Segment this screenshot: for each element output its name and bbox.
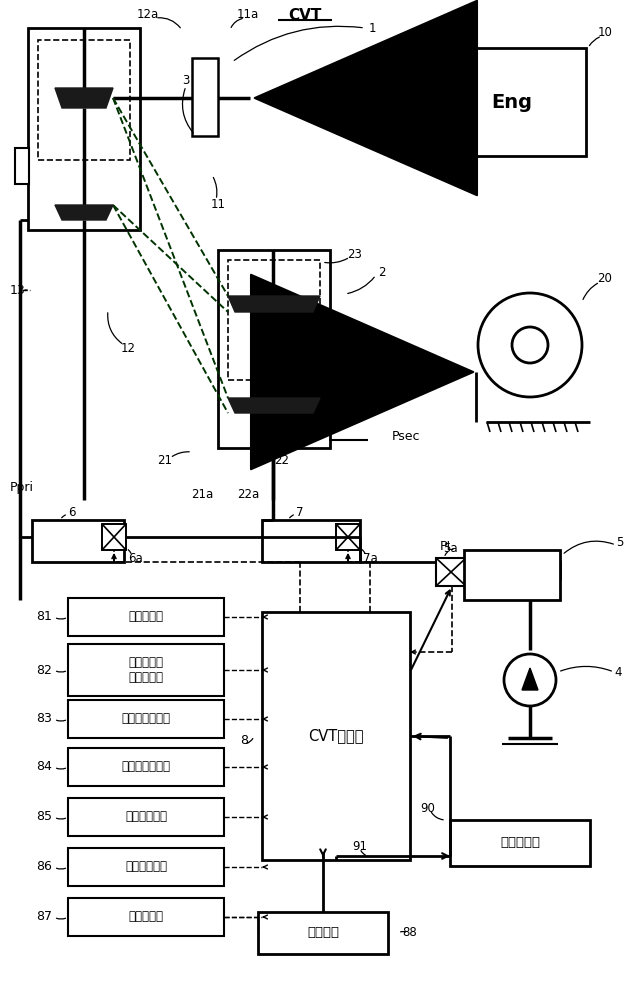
Text: 6: 6: [68, 506, 76, 518]
Bar: [32, 520, 124, 562]
Bar: [68, 598, 224, 636]
Text: 次级转速传感器: 次级转速传感器: [121, 760, 171, 774]
Bar: [228, 260, 320, 380]
Circle shape: [504, 654, 556, 706]
Polygon shape: [228, 398, 320, 413]
Bar: [328, 340, 342, 376]
Text: 21a: 21a: [191, 488, 213, 500]
Text: 初级压传感器: 初级压传感器: [125, 810, 167, 824]
Text: 11: 11: [211, 198, 225, 212]
Text: 车载控制器: 车载控制器: [500, 836, 540, 850]
Text: 12: 12: [121, 342, 135, 355]
Text: 4: 4: [614, 666, 621, 678]
Text: 次级压传感器: 次级压传感器: [125, 860, 167, 874]
Text: 86: 86: [36, 860, 52, 874]
Text: 88: 88: [403, 926, 417, 940]
Text: Psec: Psec: [392, 430, 421, 442]
Bar: [38, 40, 130, 160]
Text: 8: 8: [240, 734, 248, 748]
Bar: [68, 748, 224, 786]
Bar: [258, 912, 388, 954]
Text: 91: 91: [352, 840, 367, 852]
Text: CVT: CVT: [288, 7, 322, 22]
Text: 油温传感器: 油温传感器: [128, 910, 164, 924]
Text: 12a: 12a: [137, 7, 159, 20]
Polygon shape: [522, 668, 538, 690]
Text: 5: 5: [616, 536, 623, 548]
Bar: [28, 28, 140, 230]
Bar: [262, 612, 410, 860]
Text: 2: 2: [378, 265, 386, 278]
Text: 5a: 5a: [443, 542, 457, 554]
Bar: [68, 848, 224, 886]
Bar: [102, 524, 126, 550]
Bar: [336, 524, 360, 550]
Text: 22a: 22a: [237, 488, 259, 500]
Text: 7: 7: [296, 506, 304, 518]
Circle shape: [478, 293, 582, 397]
Bar: [262, 520, 360, 562]
Bar: [15, 148, 29, 184]
Text: 84: 84: [36, 760, 52, 774]
Circle shape: [512, 327, 548, 363]
Text: 20: 20: [598, 271, 612, 284]
Text: 11a: 11a: [237, 7, 259, 20]
Text: 85: 85: [36, 810, 52, 824]
Text: CVT控制器: CVT控制器: [308, 728, 364, 744]
Text: 7a: 7a: [363, 552, 377, 564]
Text: 90: 90: [421, 802, 435, 814]
Text: 3: 3: [182, 74, 189, 87]
Text: 10: 10: [598, 25, 612, 38]
Text: Ppri: Ppri: [10, 482, 34, 494]
Text: 车速传感器: 车速传感器: [128, 610, 164, 624]
Text: 82: 82: [36, 664, 52, 676]
Text: 1: 1: [369, 21, 376, 34]
Text: PL: PL: [440, 540, 455, 554]
Bar: [218, 250, 330, 448]
Bar: [342, 358, 386, 386]
Bar: [464, 550, 560, 600]
Text: 加速器踏板
开度传感器: 加速器踏板 开度传感器: [128, 656, 164, 684]
Bar: [68, 644, 224, 696]
Text: 87: 87: [36, 910, 52, 924]
Bar: [68, 798, 224, 836]
Text: 21: 21: [157, 454, 173, 466]
Text: 13: 13: [10, 284, 26, 296]
Bar: [438, 48, 586, 156]
Text: Eng: Eng: [492, 93, 532, 111]
Text: 81: 81: [36, 610, 52, 624]
Bar: [68, 700, 224, 738]
Text: 6a: 6a: [128, 552, 143, 564]
Bar: [436, 558, 466, 586]
Text: 23: 23: [347, 248, 363, 261]
Bar: [450, 820, 590, 866]
Polygon shape: [55, 205, 113, 220]
Text: 22: 22: [275, 454, 290, 466]
Polygon shape: [55, 88, 113, 108]
Text: 初级转速传感器: 初级转速传感器: [121, 712, 171, 726]
Bar: [68, 898, 224, 936]
Bar: [192, 58, 218, 136]
Polygon shape: [228, 296, 320, 312]
Text: 83: 83: [36, 712, 52, 726]
Text: 断路开关: 断路开关: [307, 926, 339, 940]
